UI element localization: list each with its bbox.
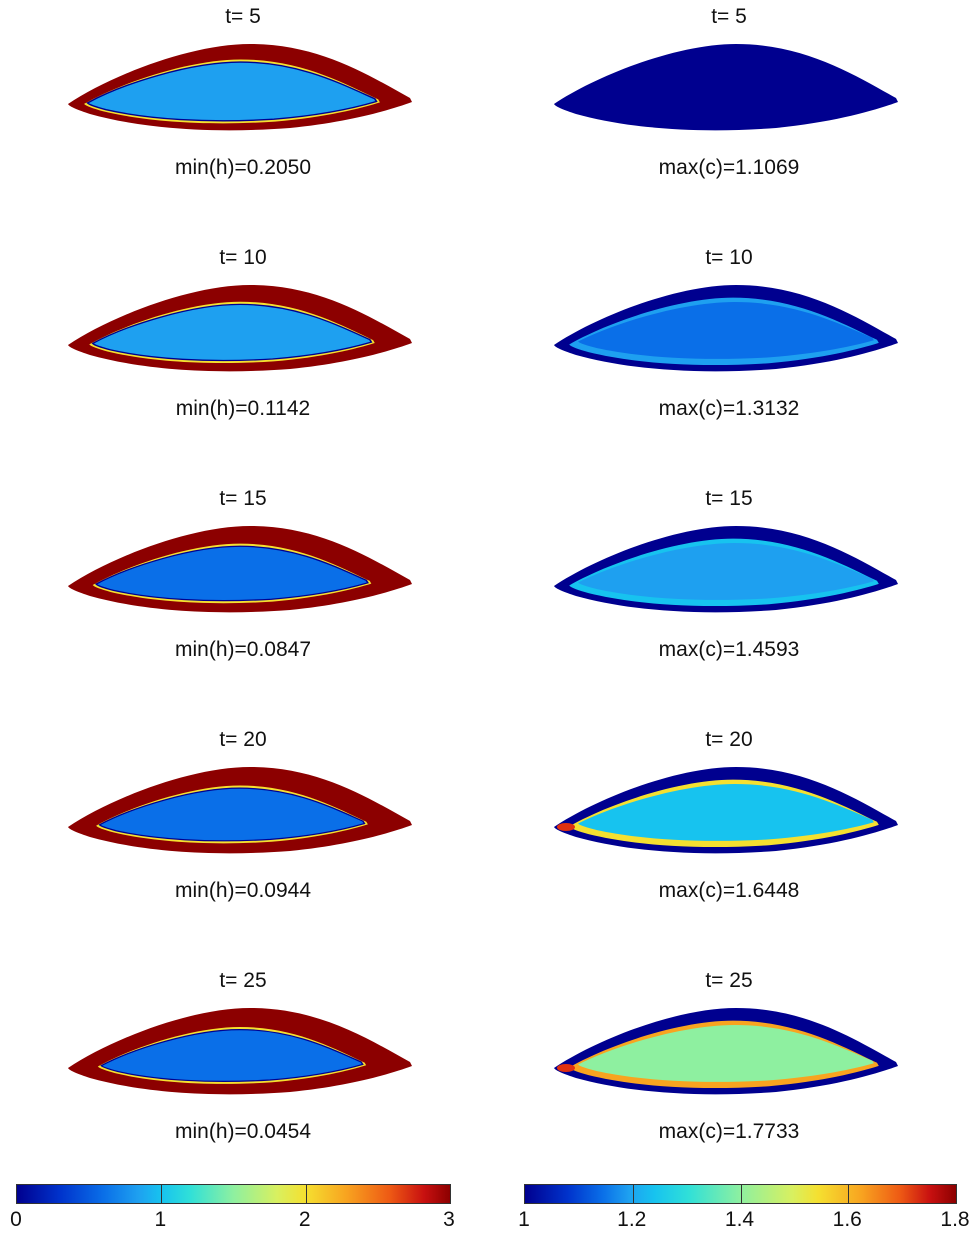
max-c-caption: max(c)=1.4593: [658, 638, 800, 661]
droplet-edge: [554, 44, 898, 131]
concentration-panel-t10: t= 10 max(c)=1.3132: [486, 241, 972, 482]
max-c-caption: max(c)=1.3132: [658, 397, 800, 420]
colorbar-tick: [305, 1185, 307, 1203]
max-c-caption: max(c)=1.6448: [658, 879, 800, 902]
colorbar-tick-label: 1: [154, 1208, 167, 1231]
min-h-caption: min(h)=0.0454: [175, 1120, 311, 1143]
droplet-interior: [578, 301, 874, 359]
panel-title: t= 5: [225, 5, 261, 28]
droplet-hotspot: [557, 823, 575, 831]
panel-title: t= 10: [219, 246, 267, 269]
droplet-hotspot: [557, 1064, 575, 1072]
colorbar-tick-label: 1.8: [940, 1208, 970, 1231]
panel-title: t= 10: [705, 246, 753, 269]
thickness-panel-t20: t= 20 min(h)=0.0944: [0, 723, 486, 964]
max-c-caption: max(c)=1.7733: [658, 1120, 800, 1143]
colorbar-tick-label: 1.4: [724, 1208, 755, 1231]
colorbar-tick: [740, 1185, 742, 1203]
droplet-rim: [91, 303, 373, 362]
droplet-interior: [578, 783, 874, 841]
colorbar-tick-label: 3: [443, 1208, 455, 1231]
droplet-plot: [68, 44, 412, 131]
colorbar-tick: [632, 1185, 634, 1203]
concentration-panel-t25: t= 25 max(c)=1.7733: [486, 964, 972, 1205]
concentration-panel-t20: t= 20 max(c)=1.6448: [486, 723, 972, 964]
thickness-column: t= 5 min(h)=0.2050 t= 10 min(h)=0.1142 t…: [0, 0, 486, 1160]
thickness-colorbar-labels: 0 1 2 3: [10, 1208, 455, 1234]
colorbar-tick-label: 2: [298, 1208, 311, 1231]
panel-title: t= 25: [705, 969, 753, 992]
colorbar-tick-label: 0: [10, 1208, 22, 1231]
panel-title: t= 20: [705, 728, 753, 751]
max-c-caption: max(c)=1.1069: [658, 156, 800, 179]
concentration-colorbar-labels: 1 1.2 1.4 1.6 1.8: [518, 1208, 969, 1234]
thickness-panel-t5: t= 5 min(h)=0.2050: [0, 0, 486, 241]
min-h-caption: min(h)=0.0847: [175, 638, 311, 661]
colorbar-tick-label: 1.2: [617, 1208, 647, 1231]
droplet-rim: [86, 61, 378, 122]
concentration-column: t= 5 max(c)=1.1069 t= 10 max(c)=1.3132 t…: [486, 0, 972, 1160]
panel-title: t= 20: [219, 728, 267, 751]
panel-title: t= 15: [219, 487, 267, 510]
droplet-interior: [92, 304, 372, 361]
min-h-caption: min(h)=0.1142: [175, 397, 311, 420]
droplet-plot: [554, 44, 898, 131]
min-h-caption: min(h)=0.2050: [175, 156, 311, 179]
droplet-interior: [96, 546, 368, 601]
colorbar-tick-label: 1: [518, 1208, 530, 1231]
droplet-rim: [98, 787, 366, 842]
droplet-interior: [578, 1024, 874, 1082]
droplet-plot: [554, 526, 898, 613]
min-h-caption: min(h)=0.0944: [175, 879, 311, 902]
droplet-plot: [554, 285, 898, 372]
droplet-plot: [554, 1008, 898, 1095]
droplet-plot: [68, 285, 412, 372]
droplet-rim: [100, 1028, 364, 1082]
droplet-interior: [578, 542, 874, 600]
concentration-panel-t5: t= 5 max(c)=1.1069: [486, 0, 972, 241]
droplet-interior: [101, 1029, 363, 1082]
droplet-interior: [99, 788, 365, 841]
droplet-rim: [95, 545, 369, 602]
panel-title: t= 5: [711, 5, 747, 28]
colorbar-tick: [161, 1185, 163, 1203]
colorbar-tick: [848, 1185, 850, 1203]
panel-title: t= 15: [705, 487, 753, 510]
droplet-plot: [68, 1008, 412, 1095]
thickness-panel-t10: t= 10 min(h)=0.1142: [0, 241, 486, 482]
thickness-panel-t25: t= 25 min(h)=0.0454: [0, 964, 486, 1205]
colorbar-tick-label: 1.6: [832, 1208, 862, 1231]
droplet-plot: [554, 767, 898, 854]
droplet-plot: [68, 767, 412, 854]
concentration-colorbar: [524, 1184, 957, 1204]
droplet-interior: [87, 62, 377, 121]
concentration-panel-t15: t= 15 max(c)=1.4593: [486, 482, 972, 723]
droplet-plot: [68, 526, 412, 613]
thickness-panel-t15: t= 15 min(h)=0.0847: [0, 482, 486, 723]
panel-title: t= 25: [219, 969, 267, 992]
thickness-colorbar: [16, 1184, 451, 1204]
